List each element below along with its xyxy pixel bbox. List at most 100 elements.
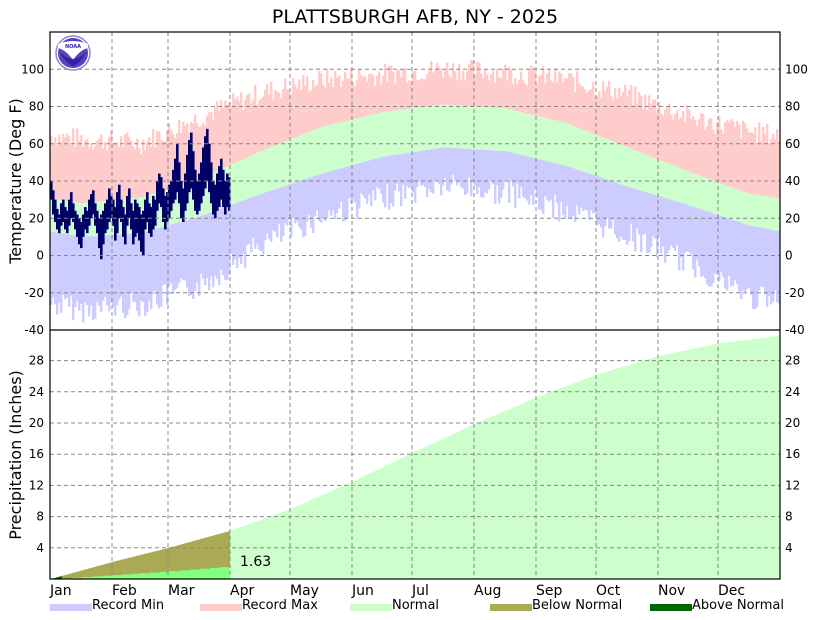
- legend-label: Record Min: [92, 598, 165, 613]
- observed-temp-bar: [132, 210, 135, 245]
- observed-temp-bar: [218, 166, 221, 208]
- month-label: Jun: [351, 583, 374, 599]
- observed-temp-bar: [180, 181, 183, 219]
- month-label: Apr: [230, 583, 254, 599]
- observed-temp-bar: [104, 203, 107, 234]
- legend-label: Above Normal: [692, 598, 784, 613]
- observed-temp-bar: [138, 207, 141, 241]
- observed-temp-bar: [222, 169, 225, 208]
- observed-temp-bar: [166, 192, 169, 222]
- observed-temp-bar: [126, 195, 129, 226]
- observed-temp-bar: [156, 181, 159, 211]
- observed-temp-bar: [192, 151, 195, 200]
- observed-temp-bar: [76, 214, 79, 237]
- temp-tick-left: 100: [21, 62, 44, 76]
- observed-temp-bar: [220, 158, 223, 200]
- observed-temp-bar: [190, 132, 193, 189]
- observed-temp-bar: [90, 194, 93, 219]
- month-label: Mar: [168, 583, 195, 599]
- precip-tick-left: 12: [29, 478, 44, 492]
- observed-temp-bar: [142, 210, 145, 256]
- temp-tick-left: 0: [36, 249, 44, 263]
- temp-tick-left: 20: [29, 211, 44, 225]
- observed-temp-bar: [128, 188, 131, 219]
- temp-tick-right: 40: [785, 174, 800, 188]
- observed-temp-bar: [194, 169, 197, 211]
- observed-temp-bar: [112, 199, 115, 226]
- temp-tick-right: -20: [785, 286, 805, 300]
- legend-label: Below Normal: [532, 598, 623, 613]
- observed-temp-bar: [202, 147, 205, 196]
- observed-temp-bar: [206, 128, 209, 181]
- month-label: Jan: [49, 583, 72, 599]
- precip-tick-left: 20: [29, 416, 44, 430]
- observed-temp-bar: [160, 177, 163, 208]
- observed-temp-bar: [74, 210, 77, 230]
- precip-tick-left: 24: [29, 385, 44, 399]
- temp-tick-right: -40: [785, 323, 805, 337]
- observed-temp-bar: [204, 136, 207, 189]
- observed-temp-bar: [154, 199, 157, 226]
- observed-temp-bar: [226, 173, 229, 208]
- observed-temp-bar: [110, 195, 113, 219]
- temp-tick-right: 0: [785, 249, 793, 263]
- temp-tick-left: 80: [29, 100, 44, 114]
- observed-temp-bar: [178, 162, 181, 204]
- precip-tick-left: 28: [29, 354, 44, 368]
- precip-tick-right: 20: [785, 416, 800, 430]
- observed-temp-bar: [210, 162, 213, 204]
- observed-temp-bar: [114, 207, 117, 241]
- temp-tick-right: 80: [785, 100, 800, 114]
- observed-temp-bar: [66, 210, 69, 234]
- precip-tick-right: 28: [785, 354, 800, 368]
- observed-temp-bar: [164, 195, 167, 230]
- observed-temp-bar: [208, 143, 211, 193]
- observed-temp-bar: [118, 184, 121, 219]
- observed-temp-bar: [174, 158, 177, 200]
- observed-temp-bar: [54, 199, 57, 222]
- observed-temp-bar: [72, 203, 75, 222]
- observed-temp-bar: [100, 214, 103, 260]
- legend-label: Normal: [392, 598, 440, 613]
- observed-temp-bar: [98, 218, 101, 249]
- month-label: Oct: [596, 583, 621, 599]
- precip-tick-right: 16: [785, 447, 800, 461]
- observed-temp-bar: [184, 173, 187, 211]
- precip-tick-left: 16: [29, 447, 44, 461]
- precip-tick-right: 4: [785, 541, 793, 555]
- observed-temp-bar: [188, 140, 191, 193]
- temp-tick-left: -40: [24, 323, 44, 337]
- observed-temp-bar: [60, 203, 63, 226]
- precipitation-panel: [52, 335, 781, 579]
- observed-temp-bar: [58, 214, 61, 234]
- temp-axis-title: Temperature (Deg F): [6, 98, 25, 265]
- month-label: Nov: [658, 583, 685, 599]
- observed-temp-bar: [150, 207, 153, 237]
- svg-text:NOAA: NOAA: [65, 44, 81, 50]
- observed-temp-bar: [56, 208, 59, 230]
- observed-temp-bar: [228, 177, 231, 211]
- observed-temp-bar: [158, 173, 161, 204]
- observed-temp-bar: [106, 199, 109, 230]
- month-label: Feb: [112, 583, 137, 599]
- precip-tick-right: 12: [785, 478, 800, 492]
- observed-temp-bar: [82, 214, 85, 237]
- plot-frame: [49, 31, 781, 580]
- observed-temp-bar: [94, 203, 97, 226]
- gridlines: [50, 32, 780, 579]
- observed-temp-bar: [140, 214, 143, 252]
- observed-temp-bar: [116, 192, 119, 234]
- observed-temp-bar: [224, 181, 227, 215]
- chart-title: PLATTSBURGH AFB, NY - 2025: [271, 6, 559, 28]
- observed-temp-bar: [186, 154, 189, 204]
- legend-label: Record Max: [242, 598, 318, 613]
- month-label: Aug: [474, 583, 501, 599]
- observed-temp-bar: [96, 210, 99, 234]
- precip-tick-left: 4: [36, 541, 44, 555]
- observed-temp-bar: [108, 188, 111, 222]
- observed-temp-bar: [152, 195, 155, 230]
- temperature-panel: [50, 59, 781, 323]
- observed-temp-bar: [68, 199, 71, 226]
- precip-total-annotation: 1.63: [240, 554, 271, 570]
